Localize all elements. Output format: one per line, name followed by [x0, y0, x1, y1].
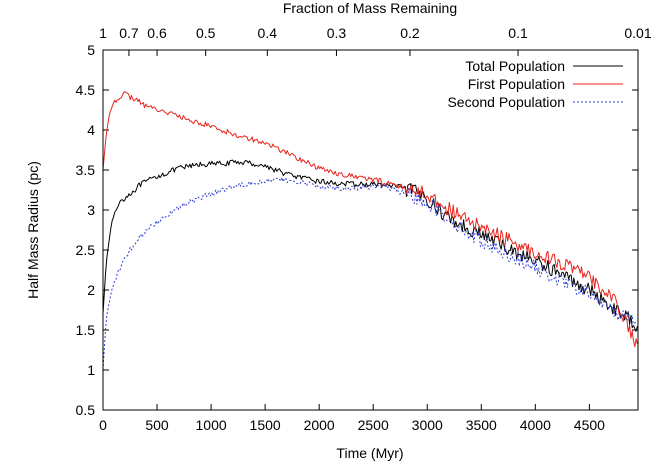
y-tick-label: 1.5 — [76, 322, 96, 338]
top-tick-label: 0.1 — [508, 25, 528, 41]
x-tick-label: 1500 — [250, 417, 281, 433]
top-tick-label: 1 — [99, 25, 107, 41]
x-tick-label: 500 — [145, 417, 169, 433]
x-tick-label: 0 — [99, 417, 107, 433]
x-tick-label: 2000 — [304, 417, 335, 433]
y-tick-label: 2.5 — [76, 242, 96, 258]
y-tick-label: 2 — [87, 282, 95, 298]
x-axis-label: Time (Myr) — [336, 445, 403, 461]
series-line-second-population — [102, 177, 638, 371]
y-tick-label: 4.5 — [76, 82, 96, 98]
series-line-total-population — [102, 159, 638, 332]
legend-label: Second Population — [447, 94, 565, 110]
top-tick-label: 0.6 — [147, 25, 167, 41]
top-tick-label: 0.3 — [327, 25, 347, 41]
x-tick-label: 1000 — [196, 417, 227, 433]
series-line-first-population — [102, 91, 638, 348]
x-tick-label: 2500 — [358, 417, 389, 433]
top-axis-label: Fraction of Mass Remaining — [283, 0, 457, 16]
top-tick-label: 0.5 — [196, 25, 216, 41]
tick-labels: 0 500 1000 1500 2000 2500 3000 3500 4000 4500 1 0.7… — [76, 25, 652, 433]
y-tick-label: 4 — [87, 122, 95, 138]
top-tick-label: 0.7 — [119, 25, 139, 41]
x-tick-label: 3500 — [466, 417, 497, 433]
plot-frame — [102, 49, 639, 411]
legend-label: First Population — [468, 76, 565, 92]
top-tick-label: 0.2 — [400, 25, 420, 41]
y-tick-label: 3 — [87, 202, 95, 218]
top-tick-label: 0.4 — [258, 25, 278, 41]
top-tick-label: 0.01 — [624, 25, 651, 41]
y-tick-label: 1 — [87, 362, 95, 378]
x-tick-label: 4500 — [574, 417, 605, 433]
series-layer — [102, 91, 638, 371]
legend-label: Total Population — [465, 58, 565, 74]
x-tick-label: 3000 — [412, 417, 443, 433]
y-tick-label: 5 — [87, 42, 95, 58]
y-axis-label: Half Mass Radius (pc) — [25, 161, 41, 299]
y-tick-label: 3.5 — [76, 162, 96, 178]
legend: Total Population First Population Second P… — [447, 58, 623, 110]
x-tick-label: 4000 — [520, 417, 551, 433]
y-tick-label: 0.5 — [76, 402, 96, 418]
